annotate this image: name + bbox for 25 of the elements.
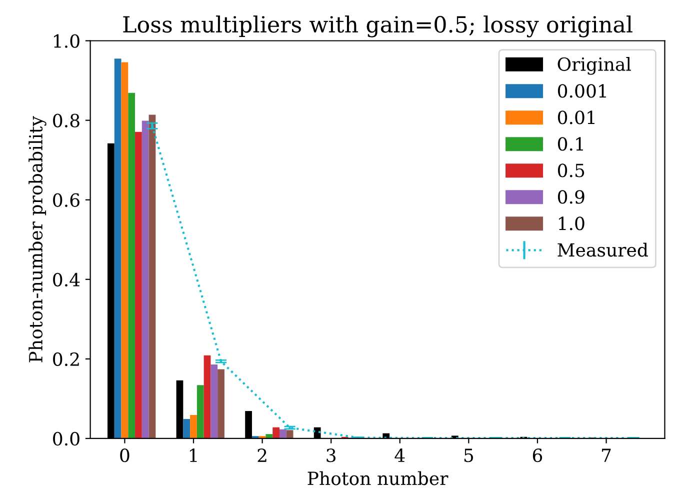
x-tick-label: 7 [602, 448, 611, 462]
y-tick-label: 0.6 [53, 193, 80, 207]
legend-label: 1.0 [558, 216, 584, 230]
x-tick-label: 2 [258, 448, 266, 462]
y-axis-title: Photon-number probability [28, 116, 46, 362]
legend-label: 0.9 [558, 190, 584, 204]
legend-label: 0.01 [558, 110, 594, 124]
x-tick-label: 0 [120, 448, 130, 462]
y-tick-label: 0.0 [53, 432, 80, 446]
y-tick-label: 1.0 [54, 34, 80, 48]
x-tick-label: 6 [532, 448, 542, 462]
x-tick-label: 4 [394, 448, 405, 462]
x-axis-title: Photon number [308, 471, 448, 486]
x-tick-label: 3 [326, 448, 336, 462]
chart-title: Loss multipliers with gain=0.5; lossy original [123, 16, 632, 38]
y-tick-label: 0.4 [53, 272, 80, 286]
y-tick-label: 0.2 [53, 352, 79, 366]
legend-label: 0.5 [558, 164, 584, 178]
x-tick-label: 5 [464, 448, 474, 462]
legend-label: 0.1 [558, 137, 583, 151]
x-tick-label: 1 [190, 448, 197, 462]
legend-label: 0.001 [558, 84, 606, 98]
legend-label: Measured [558, 242, 648, 257]
y-tick-label: 0.8 [53, 114, 80, 128]
legend-label: Original [558, 57, 631, 75]
